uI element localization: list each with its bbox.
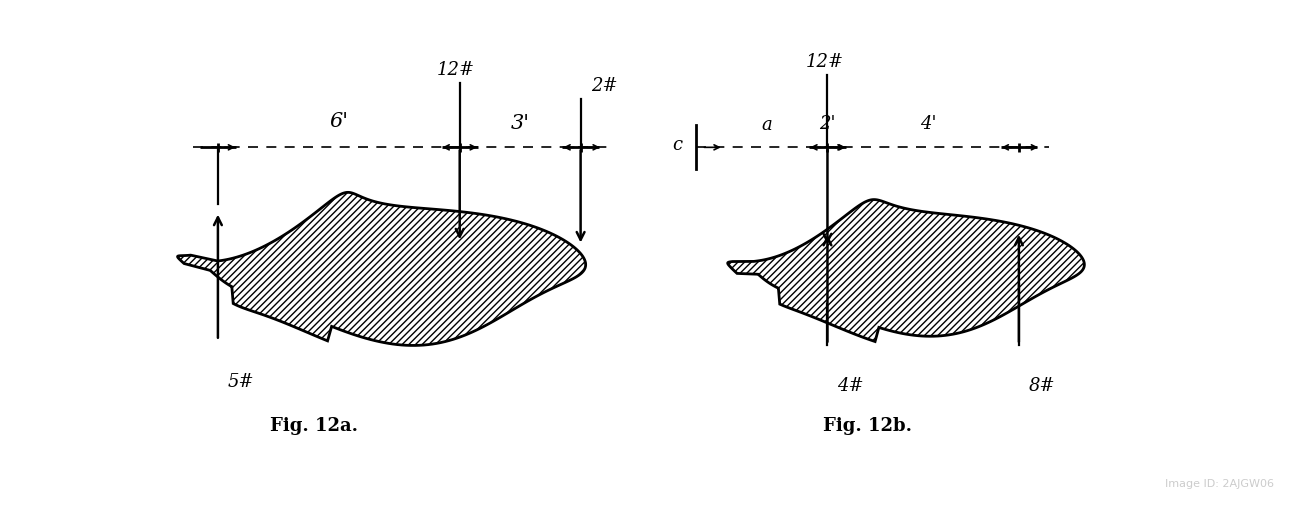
Text: 12#: 12# [437, 61, 474, 79]
Text: 5#: 5# [227, 373, 255, 391]
Text: www.alamy.com: www.alamy.com [1173, 500, 1274, 510]
Text: a: a [762, 116, 772, 134]
Text: 2': 2' [819, 115, 836, 133]
Text: 4#: 4# [837, 377, 865, 395]
Text: 2#: 2# [590, 77, 618, 95]
Text: Fig. 12b.: Fig. 12b. [823, 417, 913, 435]
Text: alamy: alamy [20, 483, 90, 503]
Text: 3': 3' [511, 114, 529, 133]
Text: c: c [672, 137, 682, 154]
Text: 8#: 8# [1028, 377, 1056, 395]
Text: Image ID: 2AJGW06: Image ID: 2AJGW06 [1165, 479, 1274, 489]
Text: Fig. 12a.: Fig. 12a. [269, 417, 358, 435]
Text: 6': 6' [329, 112, 348, 131]
Polygon shape [728, 200, 1084, 342]
Text: 12#: 12# [806, 53, 844, 71]
Text: 4': 4' [920, 115, 936, 133]
Polygon shape [178, 192, 586, 345]
